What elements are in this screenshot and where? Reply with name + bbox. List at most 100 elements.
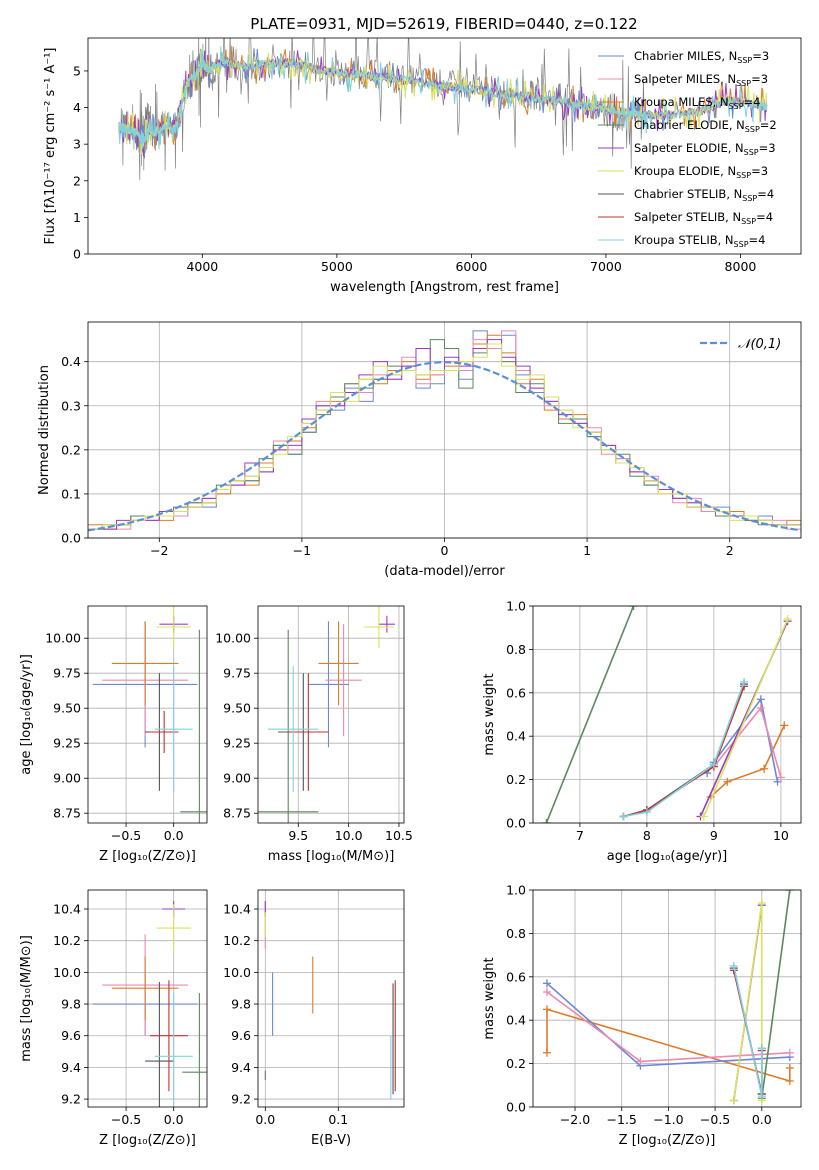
spectrum-ytick-label: 3: [73, 137, 81, 152]
mass_vs_ebv-ytick-label: 9.4: [231, 1060, 251, 1075]
age_vs_mass-frame: [257, 605, 405, 824]
mass_weight_vs_z-xlabel: Z [log₁₀(Z/Z⊙)]: [619, 1133, 716, 1148]
age_vs_z-ytick-label: 9.00: [53, 771, 81, 786]
mass_vs_ebv-frame: [257, 889, 405, 1108]
mass_vs_z-frame: [87, 889, 208, 1108]
residuals-xtick-label: 2: [726, 543, 734, 558]
spectrum-ytick-label: 1: [73, 210, 81, 225]
mass_weight_vs_age-ytick-label: 1.0: [506, 599, 526, 614]
legend-label-chabrier_elodie: Chabrier ELODIE, NSSP=2: [634, 118, 777, 134]
weight-line-chabrier_elodie: [545, 606, 635, 823]
legend-subscript: SSP: [745, 125, 760, 134]
legend-label-kroupa_stelib: Kroupa STELIB, NSSP=4: [634, 233, 765, 249]
age_vs_z-ylabel: age [log₁₀(age/yr)]: [19, 654, 34, 775]
mass_weight_vs_z-frame: [532, 889, 802, 1108]
residuals-ytick-label: 0.1: [61, 486, 81, 501]
mass_weight_vs_age-ytick-label: 0.0: [506, 816, 526, 831]
mass_weight_vs_age-xlabel: age [log₁₀(age/yr)]: [607, 849, 728, 864]
mass_weight_vs_age-xtick-label: 10: [773, 828, 789, 843]
gauss-legend-label: 𝒩(0,1): [738, 337, 781, 352]
mass_vs_ebv-xlabel: E(B-V): [311, 1133, 351, 1148]
observed-spectrum-line: [118, 38, 647, 181]
age_vs_z-ytick-label: 9.50: [53, 701, 81, 716]
legend-suffix: =3: [752, 49, 769, 63]
mass_vs_z-ytick-label: 10.2: [53, 933, 81, 948]
age_vs_mass-xtick-label: 10.0: [335, 828, 363, 843]
age_vs_z-panel: −0.5 0.0 8.75 9.00 9.25 9.50 9.75 10.00 Z [log₁₀…: [19, 605, 208, 864]
mass_weight_vs_z-ylabel: mass weight: [482, 957, 497, 1039]
age_vs_mass-ytick-label: 9.75: [223, 666, 251, 681]
age_vs_mass-plot-area: [258, 606, 395, 823]
weight-line-kroupa_miles: [546, 1008, 791, 1083]
mass_vs_z-plot-area: [92, 901, 207, 1107]
age_vs_z-ytick-label: 9.75: [53, 666, 81, 681]
age_vs_mass-xtick-label: 10.5: [385, 828, 413, 843]
legend-suffix: =4: [744, 95, 761, 109]
age_vs_mass-ytick-label: 9.25: [223, 736, 251, 751]
mass_vs_ebv-ytick-label: 9.6: [231, 1028, 251, 1043]
age_vs_z-plot-area: [92, 606, 207, 823]
mass_vs_ebv-ytick-label: 9.2: [231, 1092, 251, 1107]
mass_vs_z-ylabel: mass [log₁₀(M/M⊙)]: [19, 935, 34, 1062]
figure-title: PLATE=0931, MJD=52619, FIBERID=0440, z=0…: [250, 15, 637, 33]
mass_weight_vs_age-ytick-label: 0.4: [506, 729, 526, 744]
legend-suffix: =3: [751, 164, 768, 178]
mass_weight_vs_z-xtick-label: −0.5: [700, 1112, 730, 1127]
spectrum-ytick-label: 2: [73, 173, 81, 188]
residuals-ytick-label: 0.4: [61, 354, 81, 369]
residuals-ylabel: Normed distribution: [37, 365, 52, 495]
age_vs_z-xtick-label: 0.0: [164, 828, 184, 843]
spectrum-xtick-label: 6000: [455, 259, 487, 274]
age_vs_mass-panel: 9.5 10.0 10.5 8.75 9.00 9.25 9.50 9.75 10.00 mass…: [215, 605, 413, 864]
weight-line-kroupa_miles: [709, 725, 786, 798]
histogram-kroupa_elodie: [88, 343, 801, 538]
mass_vs_ebv-ytick-label: 10.4: [223, 902, 251, 917]
mass_vs_z-ytick-label: 9.6: [61, 1028, 81, 1043]
residuals-frame: [87, 321, 802, 539]
spectrum-ytick-label: 5: [73, 63, 81, 78]
age_vs_mass-xlabel: mass [log₁₀(M/M⊙)]: [268, 849, 395, 864]
spectrum-xtick-label: 5000: [321, 259, 353, 274]
residuals-ytick-label: 0.0: [61, 531, 81, 546]
mass_vs_z-panel: −0.5 0.0 9.2 9.4 9.6 9.8 10.0 10.2 10.4 Z [log₁₀(…: [19, 889, 208, 1148]
residuals-xtick-label: −1: [293, 543, 311, 558]
spectrum-legend: Chabrier MILES, NSSP=3 Salpeter MILES, NS…: [598, 49, 777, 249]
spectrum-xtick-label: 8000: [725, 259, 757, 274]
spectrum-panel: 4000 5000 6000 7000 8000 0 1 2 3 4 5 wavelength [An…: [43, 37, 802, 295]
spectrum-xtick-label: 4000: [186, 259, 218, 274]
legend-suffix: =4: [757, 187, 774, 201]
mass_weight_vs_z-xtick-label: −1.5: [607, 1112, 637, 1127]
legend-subscript: SSP: [734, 240, 749, 249]
age_vs_mass-ytick-label: 9.50: [223, 701, 251, 716]
mass_weight_vs_z-xtick-label: −1.0: [653, 1112, 683, 1127]
mass_vs_ebv-plot-area: [264, 901, 396, 1100]
weight-line-kroupa_elodie: [703, 618, 789, 817]
age_vs_z-xtick-label: −0.5: [111, 828, 141, 843]
mass_vs_z-ytick-label: 10.0: [53, 965, 81, 980]
age_vs_mass-ytick-label: 10.00: [215, 631, 251, 646]
mass_vs_ebv-ytick-label: 10.2: [223, 933, 251, 948]
mass_weight_vs_z-ytick-label: 0.4: [506, 1013, 526, 1028]
mass_vs_ebv-ytick-label: 9.8: [231, 997, 251, 1012]
mass_weight_vs_z-ytick-label: 0.8: [506, 926, 526, 941]
weight-line-chabrier_elodie: [761, 890, 791, 1099]
weight-line-chabrier_miles: [706, 697, 779, 782]
age_vs_mass-ytick-label: 9.00: [223, 771, 251, 786]
mass_weight_vs_age-xtick-label: 9: [710, 828, 718, 843]
legend-subscript: SSP: [741, 217, 756, 226]
mass_weight_vs_z-panel: −2.0 −1.5 −1.0 −0.5 0.0 0.0 0.2 0.4 0.6 0.8 1.0 Z […: [482, 883, 802, 1148]
mass_weight_vs_z-xtick-label: 0.0: [752, 1112, 772, 1127]
spectrum-xlabel: wavelength [Angstrom, rest frame]: [330, 280, 559, 295]
legend-label-kroupa_elodie: Kroupa ELODIE, NSSP=3: [634, 164, 768, 180]
residuals-xlabel: (data-model)/error: [384, 564, 505, 579]
legend-subscript: SSP: [744, 148, 759, 157]
spectrum-ytick-label: 4: [73, 100, 81, 115]
age_vs_z-ytick-label: 8.75: [53, 806, 81, 821]
mass_vs_z-xlabel: Z [log₁₀(Z/Z⊙)]: [99, 1133, 196, 1148]
mass_weight_vs_age-ylabel: mass weight: [482, 673, 497, 755]
residuals-xtick-label: 0: [441, 543, 449, 558]
mass_vs_z-ytick-label: 9.2: [61, 1092, 81, 1107]
mass_weight_vs_age-xtick-label: 8: [643, 828, 651, 843]
spectrum-ylabel: Flux [fλ10⁻¹⁷ erg cm⁻² s⁻¹ A⁻¹]: [43, 48, 58, 245]
